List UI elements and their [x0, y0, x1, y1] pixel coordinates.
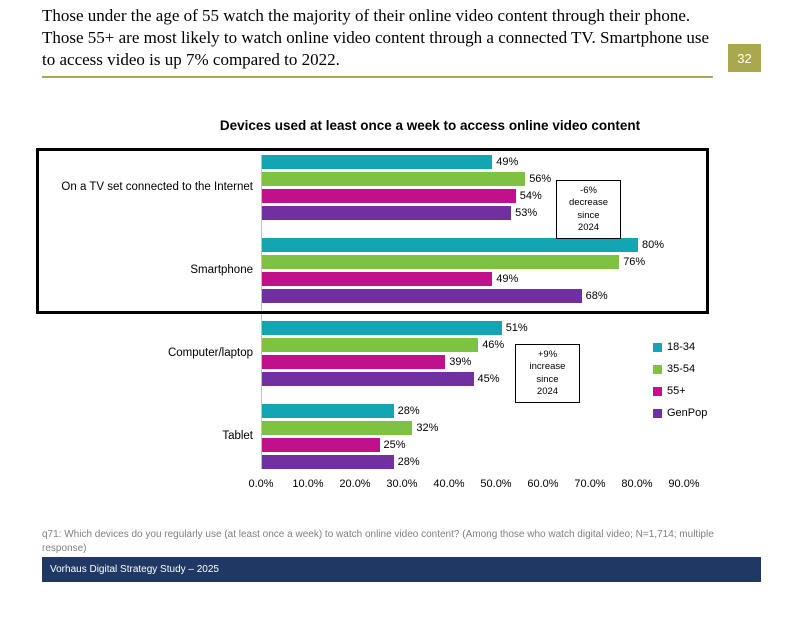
- bar-value-label: 46%: [482, 339, 505, 351]
- x-tick-label: 10.0%: [292, 478, 324, 490]
- callout-line: since: [577, 209, 600, 221]
- legend-swatch: [653, 386, 662, 396]
- bar-55+: [262, 189, 516, 203]
- legend: 18-34 35-54 55+ GenPop: [653, 336, 707, 424]
- bar-row: 56%: [262, 172, 685, 186]
- header-divider: [42, 76, 713, 78]
- callout-line: 2024: [536, 385, 559, 397]
- legend-item-55+: 55+: [653, 380, 707, 402]
- callout-decrease: -6% decrease since 2024: [556, 180, 621, 239]
- x-tick-label: 40.0%: [433, 478, 465, 490]
- bar-group: 51% 46% 39% 45%: [262, 321, 685, 389]
- callout-line: +9%: [537, 348, 558, 360]
- bar-row: 68%: [262, 289, 685, 303]
- bar-row: 32%: [262, 421, 685, 435]
- legend-swatch: [653, 364, 662, 374]
- x-tick-label: 0.0%: [248, 478, 274, 490]
- x-tick-label: 30.0%: [386, 478, 418, 490]
- bar-value-label: 45%: [477, 373, 500, 385]
- x-tick-label: 20.0%: [339, 478, 371, 490]
- bar-35-54: [262, 421, 413, 435]
- legend-swatch: [653, 408, 662, 418]
- bar-value-label: 54%: [519, 190, 542, 202]
- x-axis: 0.0% 10.0% 20.0% 30.0% 40.0% 50.0% 60.0% 70.0% 8…: [248, 478, 699, 492]
- bar-18-34: [262, 321, 502, 335]
- x-tick-label: 80.0%: [621, 478, 653, 490]
- bar-GenPop: [262, 289, 582, 303]
- bar-row: 80%: [262, 238, 685, 252]
- bar-55+: [262, 272, 493, 286]
- x-tick-label: 90.0%: [668, 478, 700, 490]
- legend-swatch: [653, 342, 662, 352]
- bar-group: 28% 32% 25% 28%: [262, 404, 685, 472]
- bar-row: 51%: [262, 321, 685, 335]
- x-tick-label: 70.0%: [574, 478, 606, 490]
- callout-line: 2024: [577, 221, 600, 233]
- bar-group: 80% 76% 49% 68%: [262, 238, 685, 306]
- callout-line: since: [536, 373, 559, 385]
- bar-value-label: 80%: [642, 239, 665, 251]
- page-number-badge: 32: [728, 44, 761, 72]
- bar-35-54: [262, 172, 526, 186]
- bar-plot: 49% 56% 54% 53% 80% 76% 49% 68% 51% 46% 39% 45% 28% 3…: [261, 155, 685, 469]
- footer-bar: Vorhaus Digital Strategy Study – 2025: [42, 557, 761, 582]
- callout-line: -6%: [580, 184, 597, 196]
- chart-title: Devices used at least once a week to acc…: [219, 118, 641, 133]
- bar-value-label: 76%: [623, 256, 646, 268]
- bar-row: 28%: [262, 455, 685, 469]
- category-label: Tablet: [222, 430, 253, 442]
- bar-value-label: 51%: [505, 322, 528, 334]
- category-label: On a TV set connected to the Internet: [61, 181, 253, 193]
- bar-row: 76%: [262, 255, 685, 269]
- bar-value-label: 28%: [397, 456, 420, 468]
- legend-label: 55+: [667, 385, 686, 397]
- legend-item-18-34: 18-34: [653, 336, 707, 358]
- bar-group: 49% 56% 54% 53%: [262, 155, 685, 223]
- bar-value-label: 25%: [383, 439, 406, 451]
- headline-text: Those under the age of 55 watch the majo…: [42, 6, 710, 70]
- bar-row: 54%: [262, 189, 685, 203]
- footnote-text: q71: Which devices do you regularly use …: [42, 529, 714, 554]
- bar-value-label: 39%: [449, 356, 472, 368]
- bar-value-label: 32%: [416, 422, 439, 434]
- callout-line: decrease: [568, 197, 609, 209]
- category-label: Computer/laptop: [167, 347, 253, 359]
- legend-label: GenPop: [667, 407, 708, 419]
- bar-value-label: 56%: [529, 173, 552, 185]
- callout-line: increase: [529, 361, 566, 373]
- callout-increase: +9% increase since 2024: [515, 344, 580, 403]
- legend-item-GenPop: GenPop: [653, 402, 707, 424]
- bar-row: 49%: [262, 155, 685, 169]
- bar-value-label: 49%: [496, 156, 519, 168]
- bar-row: 28%: [262, 404, 685, 418]
- bar-value-label: 49%: [496, 273, 519, 285]
- bar-18-34: [262, 155, 493, 169]
- bar-55+: [262, 438, 380, 452]
- bar-row: 25%: [262, 438, 685, 452]
- bar-18-34: [262, 404, 394, 418]
- bar-35-54: [262, 255, 620, 269]
- bar-row: 39%: [262, 355, 685, 369]
- bar-row: 53%: [262, 206, 685, 220]
- bar-GenPop: [262, 206, 512, 220]
- x-tick-label: 50.0%: [480, 478, 512, 490]
- legend-label: 35-54: [667, 363, 696, 375]
- category-label: Smartphone: [190, 264, 253, 276]
- bar-row: 46%: [262, 338, 685, 352]
- legend-item-35-54: 35-54: [653, 358, 707, 380]
- legend-label: 18-34: [667, 341, 696, 353]
- bar-row: 49%: [262, 272, 685, 286]
- bar-value-label: 53%: [515, 207, 538, 219]
- bar-GenPop: [262, 372, 474, 386]
- x-tick-label: 60.0%: [527, 478, 559, 490]
- bar-row: 45%: [262, 372, 685, 386]
- category-axis: On a TV set connected to the Internet Sma…: [30, 155, 257, 469]
- bar-18-34: [262, 238, 638, 252]
- bar-GenPop: [262, 455, 394, 469]
- bar-35-54: [262, 338, 479, 352]
- bar-value-label: 68%: [585, 290, 608, 302]
- bar-55+: [262, 355, 446, 369]
- footer-text: Vorhaus Digital Strategy Study – 2025: [50, 564, 219, 575]
- bar-value-label: 28%: [397, 405, 420, 417]
